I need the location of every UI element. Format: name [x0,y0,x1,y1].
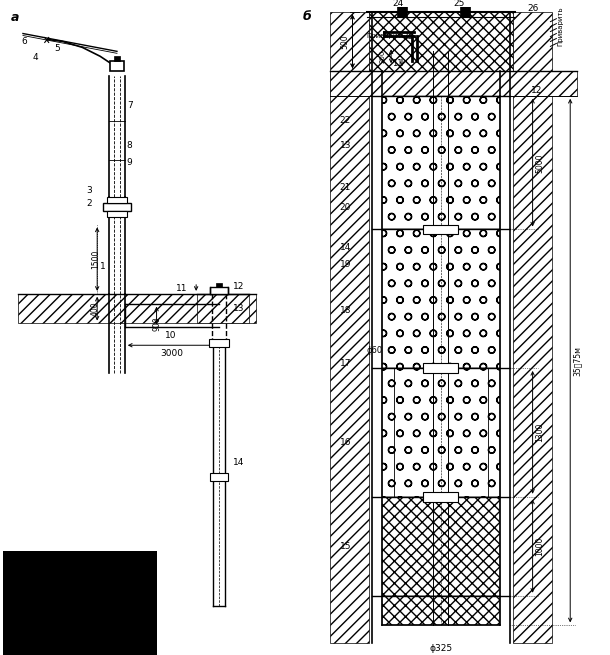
Bar [423,225,458,234]
Text: 15: 15 [340,542,351,551]
Text: 11: 11 [176,284,188,293]
Text: 22: 22 [340,116,351,125]
Text: а: а [11,11,20,24]
Text: 1000: 1000 [536,536,545,556]
Bar [423,363,458,373]
Text: 1: 1 [100,261,106,271]
Bar [330,71,577,96]
Text: 13: 13 [340,141,351,150]
Text: б: б [303,10,312,23]
Bar [110,61,124,71]
Text: 5000: 5000 [536,153,545,173]
Bar [209,339,229,347]
Text: ϕ325: ϕ325 [429,644,452,652]
Text: 26: 26 [528,5,539,13]
Text: 35⁳75м: 35⁳75м [573,346,582,376]
Bar [382,229,500,368]
Text: 19: 19 [340,259,351,269]
Text: 17: 17 [340,358,351,367]
Text: 14: 14 [233,458,244,466]
Bar [397,5,407,17]
Text: 4: 4 [33,53,38,62]
Text: 23: 23 [402,32,414,41]
Bar [216,283,222,287]
Bar [382,496,500,595]
Text: 18: 18 [340,306,351,315]
Bar [107,211,127,217]
Text: 200: 200 [379,50,385,63]
Text: 25: 25 [453,0,465,9]
Text: 7: 7 [127,102,132,110]
Bar [3,551,157,655]
Text: 21: 21 [340,183,351,193]
Text: 500: 500 [340,34,349,48]
Text: 900: 900 [152,316,161,331]
Text: 8: 8 [127,141,132,150]
Text: 20: 20 [340,203,351,212]
Bar [107,196,127,203]
Bar [103,203,131,211]
Text: 12: 12 [233,282,244,291]
Text: 13: 13 [233,304,244,313]
Bar [18,294,256,324]
Bar [382,368,500,496]
Text: 6: 6 [21,37,27,46]
Text: 3000: 3000 [160,348,183,358]
Text: ϕ60: ϕ60 [367,346,382,355]
Text: 9: 9 [127,158,132,166]
Text: 5: 5 [55,44,60,53]
Bar [423,492,458,502]
Text: 24: 24 [392,0,403,9]
Bar [461,5,470,17]
Text: 2: 2 [86,199,92,208]
Text: 14: 14 [340,243,351,252]
Bar [330,12,369,643]
Bar [382,595,500,626]
Text: 1500: 1500 [91,250,99,269]
Text: 16: 16 [340,438,351,447]
Bar [513,12,553,643]
Text: 400: 400 [91,301,99,316]
Text: 12: 12 [531,86,542,96]
Text: Приварить: Приварить [367,33,406,39]
Text: 10: 10 [165,331,176,340]
Text: 1300: 1300 [536,422,545,442]
Bar [210,287,228,294]
Text: Приварить: Приварить [558,7,563,47]
Bar [114,56,120,61]
Text: 11: 11 [392,59,403,67]
Bar [197,294,249,324]
Bar [369,12,513,71]
Bar [382,96,500,229]
Bar [210,473,228,481]
Text: 3: 3 [86,187,92,195]
